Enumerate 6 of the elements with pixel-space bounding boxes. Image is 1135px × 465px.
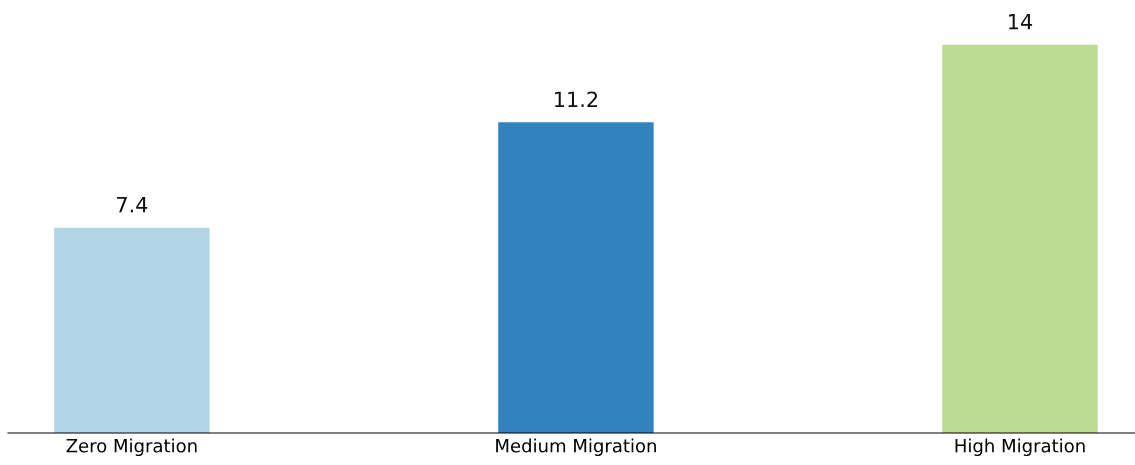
data-label: 11.2 bbox=[555, 91, 598, 107]
data-label: 14 bbox=[1009, 14, 1033, 30]
data-label: 7.4 bbox=[117, 197, 148, 213]
x-tick-label: High Migration bbox=[955, 438, 1085, 457]
x-tick-label: Medium Migration bbox=[496, 438, 656, 457]
x-tick-label: Zero Migration bbox=[66, 438, 197, 457]
